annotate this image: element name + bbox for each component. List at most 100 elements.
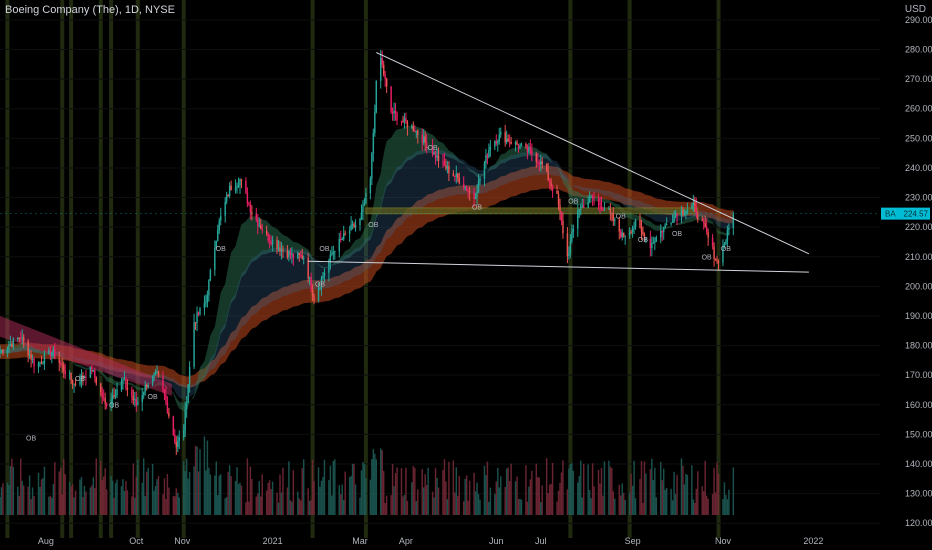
candle-body (240, 179, 243, 181)
volume-bar (624, 499, 626, 515)
volume-bar (310, 500, 312, 515)
candle-body (551, 186, 554, 191)
candle-body (728, 227, 730, 230)
candle-body (104, 398, 106, 404)
candle-body (686, 209, 689, 211)
candle-body (467, 190, 469, 192)
ob-label: OB (568, 198, 578, 205)
candle-body (692, 202, 695, 206)
volume-bar (468, 480, 471, 515)
candle-body (531, 149, 533, 154)
volume-bar (572, 470, 575, 515)
candle-body (630, 231, 632, 233)
volume-bar (716, 462, 718, 515)
volume-bar (230, 476, 232, 515)
candle-body (375, 80, 378, 113)
candle-body (110, 399, 112, 407)
candle-body (227, 195, 229, 197)
volume-bar (477, 493, 480, 515)
volume-bar (402, 496, 404, 515)
chart-title: Boeing Company (The), 1D, NYSE (5, 4, 175, 16)
candle-body (30, 354, 32, 360)
candle-body (580, 206, 582, 210)
price-tick-label: 260.00 (905, 104, 932, 114)
highlight-bar (627, 0, 632, 538)
volume-bar (271, 481, 274, 515)
candle-body (458, 177, 460, 184)
candle-body (649, 239, 652, 248)
volume-bar (31, 487, 34, 515)
volume-bar (28, 475, 31, 515)
candle-body (600, 205, 603, 210)
candle-body (0, 351, 1, 353)
volume-bar (455, 467, 458, 515)
volume-bar (68, 481, 71, 515)
candle-body (411, 125, 413, 128)
candle-body (319, 287, 321, 289)
volume-bar (434, 468, 437, 515)
candle-body (701, 219, 703, 222)
highlight-bar (5, 0, 10, 538)
candle-body (702, 221, 705, 223)
candle-body (722, 245, 724, 263)
volume-bar (258, 480, 260, 515)
candle-body (49, 350, 52, 357)
volume-bar (48, 496, 50, 515)
candle-body (498, 134, 500, 142)
candle-body (665, 224, 668, 226)
candle-body (270, 241, 272, 245)
candle-body (508, 141, 511, 143)
volume-bar (363, 463, 366, 515)
volume-bar (661, 480, 663, 515)
candle-body (448, 166, 450, 174)
volume-bar (122, 479, 124, 515)
volume-bar (726, 499, 729, 515)
candle-body (704, 222, 706, 228)
candle-body (622, 232, 625, 237)
volume-bar (42, 477, 44, 515)
candle-body (571, 232, 573, 242)
volume-bar (165, 498, 167, 515)
candle-body (300, 254, 302, 256)
candle-body (111, 395, 114, 400)
volume-bar (704, 460, 706, 515)
candle-body (694, 202, 696, 207)
volume-bar (725, 494, 727, 515)
volume-bar (396, 467, 398, 515)
volume-bar (600, 467, 603, 515)
ob-label: OB (26, 435, 36, 442)
volume-bar (642, 502, 644, 515)
volume-bar (220, 474, 222, 515)
candle-body (258, 225, 260, 227)
candle-body (597, 198, 600, 202)
candle-body (125, 379, 127, 388)
volume-bar (694, 502, 696, 515)
volume-bar (328, 480, 330, 515)
candle-body (643, 234, 646, 241)
volume-bar (713, 467, 715, 515)
volume-bar (227, 471, 229, 515)
candle-body (251, 212, 253, 215)
candle-body (591, 196, 594, 198)
volume-bar (445, 481, 447, 515)
volume-bar (510, 463, 512, 515)
candle-body (95, 377, 98, 384)
price-tick-label: 240.00 (905, 163, 932, 173)
candle-body (520, 144, 523, 146)
candle-body (267, 233, 269, 241)
volume-bar (126, 490, 129, 515)
volume-bar (340, 494, 342, 515)
volume-bar (362, 462, 364, 515)
candle-body (381, 57, 383, 65)
volume-bar (680, 458, 683, 515)
candle-body (342, 233, 345, 240)
candle-body (165, 394, 167, 402)
candle-body (68, 373, 71, 375)
zone-rect (365, 207, 699, 215)
candle-body (468, 191, 471, 193)
candle-body (445, 165, 447, 169)
volume-bar (507, 467, 509, 515)
candle-body (507, 138, 509, 142)
candle-body (588, 197, 591, 203)
